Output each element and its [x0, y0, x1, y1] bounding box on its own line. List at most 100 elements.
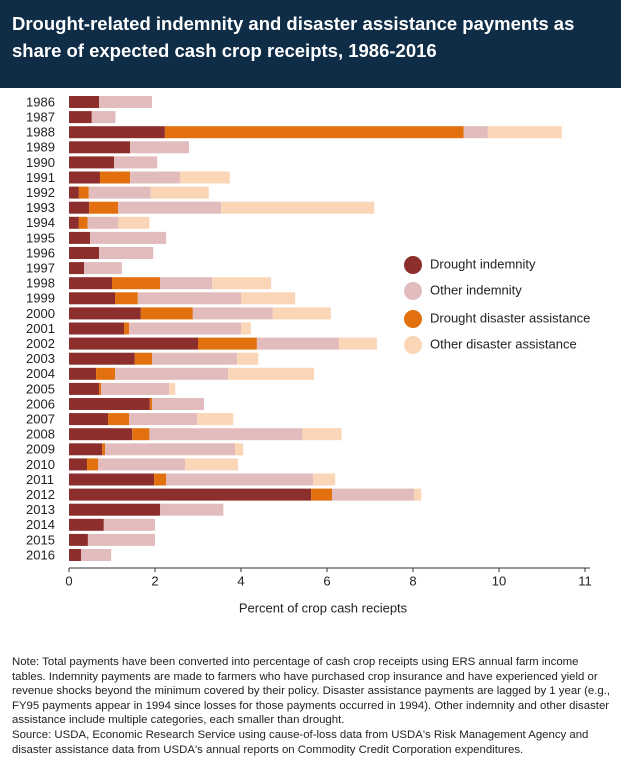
bar-segment — [105, 443, 235, 456]
bar-segment — [69, 518, 104, 531]
x-tick-label: 10 — [492, 573, 506, 588]
bar-segment — [102, 443, 106, 456]
bar-segment — [87, 216, 119, 229]
x-tick-label: 11 — [578, 573, 592, 588]
legend-swatch — [404, 256, 422, 274]
legend-label: Other indemnity — [430, 282, 522, 297]
note: Note: Total payments have been converted… — [12, 656, 611, 727]
legend-swatch — [404, 282, 422, 300]
bar-segment — [134, 352, 152, 365]
bar-segment — [69, 216, 79, 229]
bar-segment — [78, 186, 89, 199]
bar-segment — [151, 398, 205, 410]
chart-title: Drought-related indemnity and disaster a… — [12, 13, 575, 61]
bar-segment — [132, 428, 150, 441]
bar-segment — [69, 141, 131, 154]
bar-segment — [69, 503, 161, 516]
y-tick-label: 2012 — [26, 487, 55, 502]
bar-segment — [69, 231, 91, 244]
bar-segment — [129, 413, 198, 426]
bar-segment — [487, 126, 562, 139]
y-tick-label: 1998 — [26, 276, 55, 291]
legend-swatch — [404, 310, 422, 328]
bar-segment — [311, 488, 333, 501]
bar-segment — [241, 322, 251, 335]
bar-segment — [69, 337, 198, 350]
bar-segment — [115, 367, 229, 380]
bar-segment — [164, 126, 464, 139]
bar-segment — [69, 186, 79, 199]
y-tick-label: 2008 — [26, 427, 55, 442]
bar-segment — [96, 367, 116, 380]
bar-segment — [130, 141, 189, 154]
y-tick-label: 1992 — [26, 185, 55, 200]
bar-segment — [69, 352, 135, 365]
chart: 1986198719881989199019911992199319941995… — [26, 94, 592, 615]
bar-segment — [115, 292, 138, 305]
bar-segment — [69, 443, 103, 456]
bar-segment — [69, 458, 88, 471]
bar-segment — [99, 171, 131, 184]
bar-segment — [169, 382, 176, 395]
bar-segment — [137, 292, 241, 305]
bar-segment — [154, 473, 167, 486]
bar-segment — [149, 398, 152, 410]
bar-segment — [212, 277, 272, 290]
legend-label: Other disaster assistance — [430, 336, 577, 351]
y-tick-label: 1995 — [26, 230, 55, 245]
y-tick-label: 2001 — [26, 321, 55, 336]
bar-segment — [112, 277, 161, 290]
y-tick-label: 1999 — [26, 291, 55, 306]
header-band: Drought-related indemnity and disaster a… — [0, 0, 621, 88]
x-tick-label: 6 — [323, 573, 330, 588]
bar-segment — [179, 171, 230, 184]
bar-segment — [234, 443, 244, 456]
x-tick-label: 2 — [151, 573, 158, 588]
y-tick-label: 2013 — [26, 502, 55, 517]
bar-segment — [99, 247, 154, 259]
bar-segment — [69, 533, 88, 546]
bar-segment — [272, 307, 331, 320]
bar-segment — [69, 277, 112, 290]
legend-label: Drought indemnity — [430, 256, 536, 271]
y-tick-label: 2010 — [26, 457, 55, 472]
bar-segment — [101, 382, 170, 395]
bar-segment — [69, 382, 100, 395]
bar-segment — [81, 549, 112, 561]
bar-segment — [197, 413, 234, 426]
bar-segment — [129, 322, 241, 335]
y-tick-label: 1989 — [26, 140, 55, 155]
bar-segment — [88, 186, 151, 199]
y-tick-label: 2002 — [26, 336, 55, 351]
bar-segment — [69, 473, 155, 486]
bar-segment — [313, 473, 336, 486]
bar-segment — [150, 186, 209, 199]
y-tick-label: 1997 — [26, 261, 55, 276]
bar-segment — [69, 367, 97, 380]
bar-segment — [192, 307, 273, 320]
y-tick-label: 2014 — [26, 517, 55, 532]
bar-segment — [114, 156, 158, 169]
bar-segment — [69, 262, 85, 275]
bar-segment — [90, 231, 167, 244]
bar-segment — [463, 126, 488, 139]
y-tick-label: 1987 — [26, 110, 55, 125]
x-tick-label: 4 — [237, 573, 244, 588]
y-tick-label: 2007 — [26, 412, 55, 427]
y-tick-label: 2005 — [26, 381, 55, 396]
bar-segment — [69, 126, 165, 139]
bar-segment — [414, 488, 422, 501]
y-tick-label: 2004 — [26, 366, 55, 381]
bar-segment — [108, 413, 130, 426]
y-tick-label: 2011 — [26, 472, 54, 487]
y-tick-label: 1986 — [26, 94, 55, 109]
notes: Note: Total payments have been converted… — [12, 655, 612, 757]
bar-segment — [185, 458, 238, 471]
bar-segment — [241, 292, 296, 305]
bar-segment — [69, 488, 312, 501]
y-tick-label: 1996 — [26, 245, 55, 260]
y-tick-label: 2016 — [26, 547, 55, 562]
x-axis-label: Percent of crop cash reciepts — [239, 600, 408, 615]
y-tick-label: 2006 — [26, 396, 55, 411]
